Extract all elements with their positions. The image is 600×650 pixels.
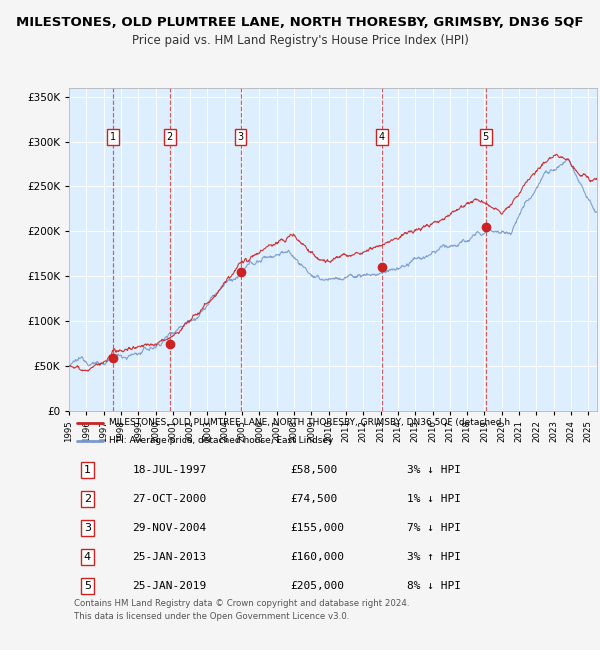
Text: £160,000: £160,000 bbox=[291, 552, 345, 562]
Text: 3: 3 bbox=[84, 523, 91, 533]
Text: 4: 4 bbox=[379, 132, 385, 142]
Text: 25-JAN-2013: 25-JAN-2013 bbox=[133, 552, 206, 562]
Text: 1: 1 bbox=[110, 132, 116, 142]
Text: 3: 3 bbox=[238, 132, 244, 142]
Text: 3% ↓ HPI: 3% ↓ HPI bbox=[407, 465, 461, 475]
Text: £58,500: £58,500 bbox=[291, 465, 338, 475]
Text: Price paid vs. HM Land Registry's House Price Index (HPI): Price paid vs. HM Land Registry's House … bbox=[131, 34, 469, 47]
Text: HPI: Average price, detached house, East Lindsey: HPI: Average price, detached house, East… bbox=[109, 437, 333, 445]
Text: Contains HM Land Registry data © Crown copyright and database right 2024.
This d: Contains HM Land Registry data © Crown c… bbox=[74, 599, 410, 621]
Text: 4: 4 bbox=[84, 552, 91, 562]
Text: 5: 5 bbox=[84, 581, 91, 591]
Text: MILESTONES, OLD PLUMTREE LANE, NORTH THORESBY, GRIMSBY, DN36 5QF (detached h: MILESTONES, OLD PLUMTREE LANE, NORTH THO… bbox=[109, 418, 510, 427]
Text: £155,000: £155,000 bbox=[291, 523, 345, 533]
Text: 29-NOV-2004: 29-NOV-2004 bbox=[133, 523, 206, 533]
Text: 7% ↓ HPI: 7% ↓ HPI bbox=[407, 523, 461, 533]
Text: 18-JUL-1997: 18-JUL-1997 bbox=[133, 465, 206, 475]
Text: 2: 2 bbox=[167, 132, 173, 142]
Text: £74,500: £74,500 bbox=[291, 494, 338, 504]
Text: MILESTONES, OLD PLUMTREE LANE, NORTH THORESBY, GRIMSBY, DN36 5QF: MILESTONES, OLD PLUMTREE LANE, NORTH THO… bbox=[16, 16, 584, 29]
Text: 1% ↓ HPI: 1% ↓ HPI bbox=[407, 494, 461, 504]
Text: 3% ↑ HPI: 3% ↑ HPI bbox=[407, 552, 461, 562]
Text: 1: 1 bbox=[84, 465, 91, 475]
Text: 8% ↓ HPI: 8% ↓ HPI bbox=[407, 581, 461, 591]
Text: 27-OCT-2000: 27-OCT-2000 bbox=[133, 494, 206, 504]
Text: 5: 5 bbox=[482, 132, 489, 142]
Text: 2: 2 bbox=[84, 494, 91, 504]
Text: 25-JAN-2019: 25-JAN-2019 bbox=[133, 581, 206, 591]
Text: £205,000: £205,000 bbox=[291, 581, 345, 591]
